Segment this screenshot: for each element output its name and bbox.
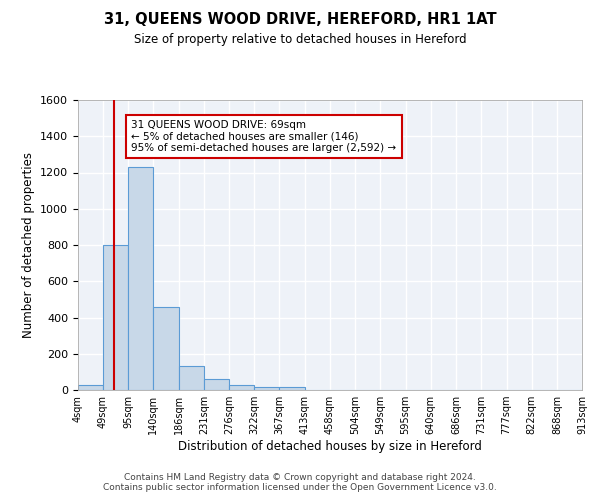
Bar bbox=[279, 388, 305, 390]
Bar bbox=[254, 388, 279, 390]
Text: Size of property relative to detached houses in Hereford: Size of property relative to detached ho… bbox=[134, 32, 466, 46]
Y-axis label: Number of detached properties: Number of detached properties bbox=[22, 152, 35, 338]
Bar bbox=[78, 386, 103, 390]
Bar bbox=[103, 245, 128, 390]
Text: 31, QUEENS WOOD DRIVE, HEREFORD, HR1 1AT: 31, QUEENS WOOD DRIVE, HEREFORD, HR1 1AT bbox=[104, 12, 496, 28]
Bar bbox=[229, 386, 254, 390]
Bar bbox=[154, 306, 179, 390]
X-axis label: Distribution of detached houses by size in Hereford: Distribution of detached houses by size … bbox=[178, 440, 482, 453]
Bar bbox=[204, 379, 229, 390]
Text: Contains HM Land Registry data © Crown copyright and database right 2024.
Contai: Contains HM Land Registry data © Crown c… bbox=[103, 473, 497, 492]
Bar bbox=[128, 167, 154, 390]
Text: 31 QUEENS WOOD DRIVE: 69sqm
← 5% of detached houses are smaller (146)
95% of sem: 31 QUEENS WOOD DRIVE: 69sqm ← 5% of deta… bbox=[131, 120, 397, 153]
Bar bbox=[179, 366, 204, 390]
